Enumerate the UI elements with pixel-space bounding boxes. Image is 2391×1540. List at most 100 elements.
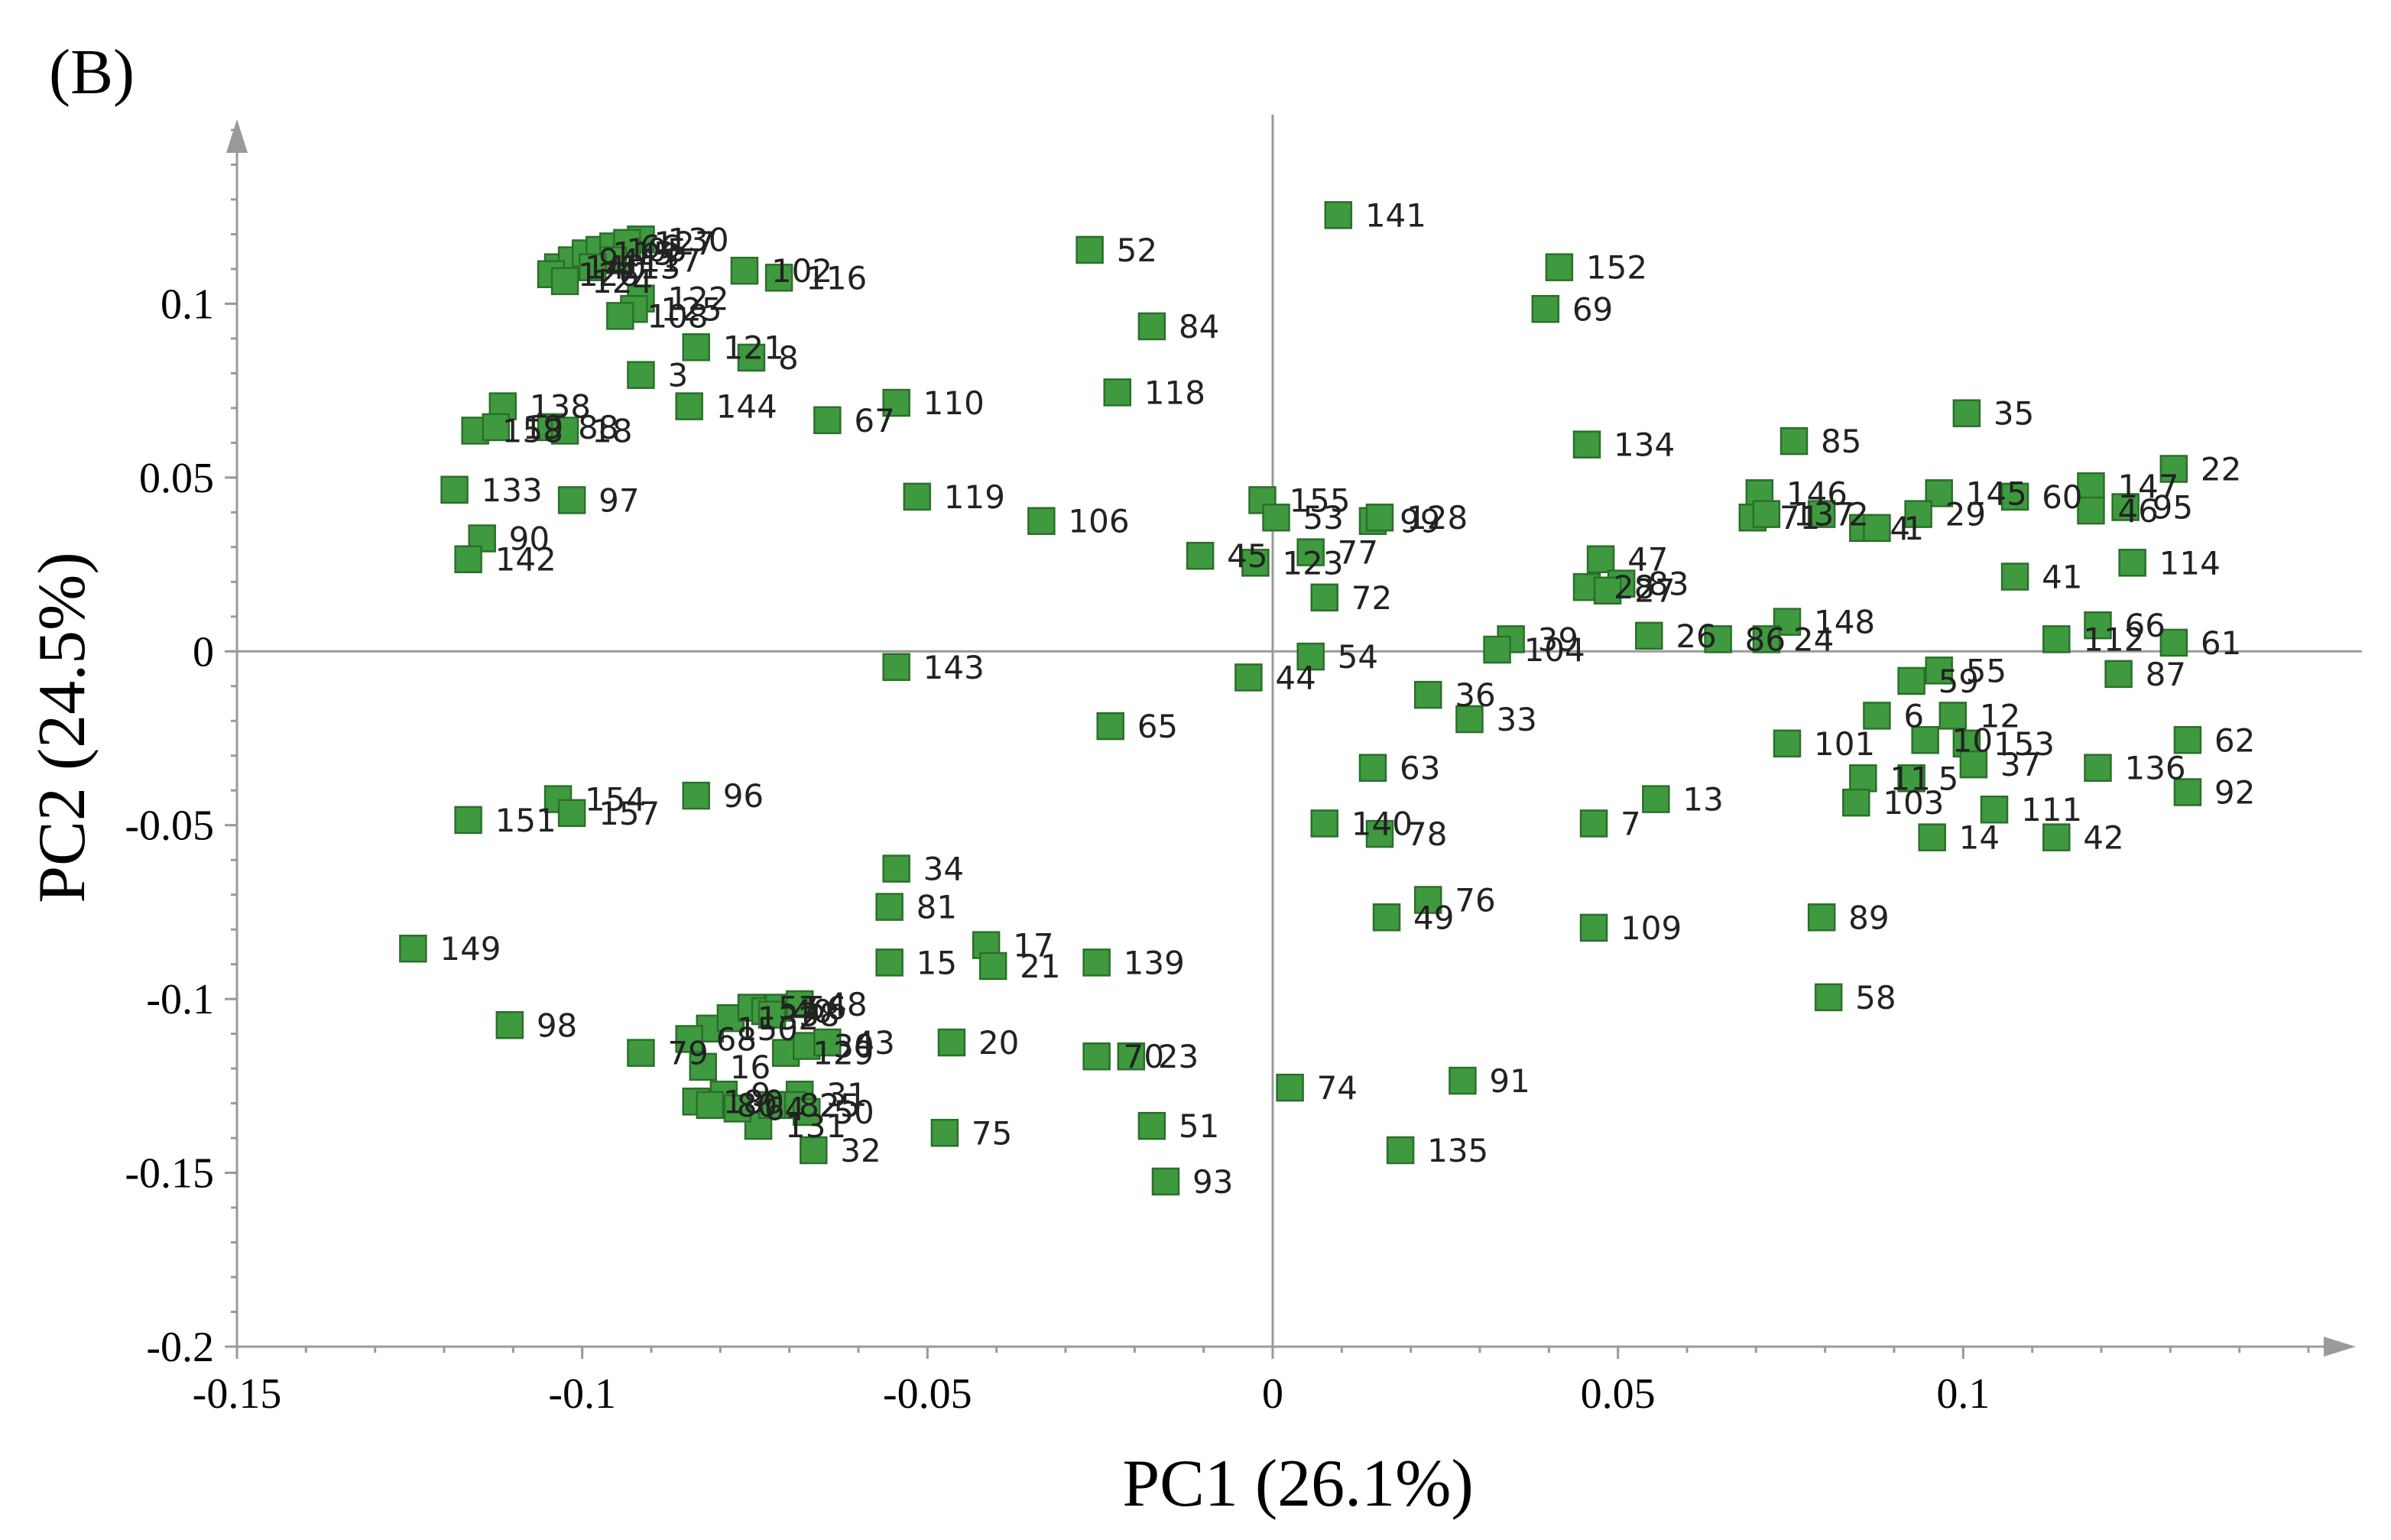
data-point-marker bbox=[2111, 493, 2140, 521]
data-point-label: 89 bbox=[1848, 899, 1889, 936]
data-point-label: 146 bbox=[1786, 475, 1848, 512]
data-point-label: 6 bbox=[1903, 697, 1924, 734]
data-point-label: 114 bbox=[2159, 544, 2221, 582]
data-point-label: 54 bbox=[1338, 638, 1378, 676]
data-point-marker bbox=[2173, 726, 2202, 754]
data-point-marker bbox=[723, 1094, 752, 1123]
data-point-marker bbox=[627, 1039, 655, 1067]
data-point-label: 90 bbox=[509, 520, 550, 557]
data-point-label: 26 bbox=[1676, 618, 1716, 655]
data-point-marker bbox=[2173, 778, 2202, 806]
data-point-marker bbox=[1365, 503, 1394, 532]
data-point-label: 44 bbox=[1275, 659, 1316, 696]
data-point-label: 22 bbox=[2201, 450, 2241, 488]
data-point-marker bbox=[1414, 886, 1442, 914]
data-point-marker bbox=[758, 1091, 787, 1120]
data-point-marker bbox=[1814, 983, 1843, 1012]
data-point-marker bbox=[1572, 430, 1601, 459]
data-point-marker bbox=[1365, 819, 1394, 848]
data-point-label: 115 bbox=[612, 235, 673, 272]
y-tick-label: -0.15 bbox=[125, 1150, 214, 1198]
data-point-label: 55 bbox=[1966, 652, 2007, 689]
data-point-label: 132 bbox=[758, 1000, 819, 1037]
data-point-marker bbox=[813, 1028, 842, 1057]
data-point-marker bbox=[1752, 625, 1781, 653]
data-point-label: 4 bbox=[1890, 510, 1910, 547]
data-point-label: 101 bbox=[1814, 725, 1875, 763]
data-point-label: 46 bbox=[2117, 492, 2158, 530]
data-point-marker bbox=[1642, 785, 1670, 813]
data-point-label: 113 bbox=[619, 249, 680, 287]
data-point-marker bbox=[1310, 583, 1338, 612]
data-point-label: 40 bbox=[792, 993, 832, 1030]
data-point-label: 41 bbox=[2042, 558, 2082, 595]
data-point-label: 126 bbox=[578, 256, 639, 293]
data-point-label: 119 bbox=[944, 478, 1005, 516]
data-point-marker bbox=[2159, 455, 2188, 483]
data-point-label: 37 bbox=[2000, 746, 2041, 783]
data-point-marker bbox=[730, 256, 759, 285]
data-point-label: 144 bbox=[716, 388, 777, 426]
data-point-label: 57 bbox=[778, 990, 819, 1027]
data-point-label: 72 bbox=[1351, 579, 1392, 617]
data-point-label: 18 bbox=[592, 412, 632, 449]
data-point-marker bbox=[2104, 660, 2133, 689]
data-point-marker bbox=[675, 1025, 703, 1053]
data-point-label: 13 bbox=[1682, 781, 1723, 819]
data-point-marker bbox=[1137, 312, 1166, 341]
data-point-marker bbox=[440, 475, 469, 504]
data-point-marker bbox=[550, 267, 579, 296]
data-point-label: 42 bbox=[2083, 819, 2123, 857]
data-point-label: 19 bbox=[523, 409, 563, 446]
data-point-marker bbox=[1324, 201, 1353, 229]
data-point-marker bbox=[1276, 1073, 1304, 1102]
data-point-label: 150 bbox=[737, 1010, 798, 1048]
data-point-label: 110 bbox=[923, 384, 985, 422]
data-point-marker bbox=[875, 948, 904, 977]
data-point-label: 35 bbox=[1994, 395, 2034, 433]
data-point-marker bbox=[2042, 823, 2071, 851]
data-point-label: 70 bbox=[1124, 1038, 1164, 1075]
data-point-label: 154 bbox=[585, 781, 646, 819]
data-point-label: 142 bbox=[495, 541, 556, 579]
data-point-marker bbox=[2077, 472, 2105, 501]
data-point-label: 83 bbox=[1648, 566, 1689, 603]
data-point-label: 51 bbox=[1179, 1107, 1219, 1145]
x-tick-label: -0.1 bbox=[548, 1370, 616, 1418]
x-tick-label: -0.05 bbox=[883, 1370, 972, 1418]
data-point-marker bbox=[2077, 496, 2105, 525]
data-point-marker bbox=[2118, 549, 2146, 577]
data-point-label: 103 bbox=[1883, 784, 1944, 822]
data-point-marker bbox=[1593, 576, 1622, 605]
data-point-marker bbox=[1082, 948, 1111, 977]
data-point-marker bbox=[1897, 666, 1925, 695]
data-point-label: 158 bbox=[502, 412, 563, 449]
data-point-label: 147 bbox=[2117, 468, 2179, 505]
data-point-marker bbox=[675, 392, 703, 420]
data-point-marker bbox=[978, 952, 1007, 981]
data-point-label: 143 bbox=[923, 649, 985, 686]
data-point-label: 111 bbox=[2021, 791, 2082, 828]
data-point-label: 98 bbox=[537, 1007, 577, 1044]
data-point-marker bbox=[1075, 235, 1104, 264]
data-point-label: 96 bbox=[723, 777, 764, 815]
data-point-label: 66 bbox=[2124, 607, 2165, 644]
data-point-label: 112 bbox=[2083, 621, 2144, 658]
data-point-marker bbox=[495, 1011, 524, 1039]
data-point-label: 45 bbox=[1227, 537, 1267, 575]
data-point-label: 69 bbox=[1572, 290, 1613, 328]
data-point-label: 16 bbox=[730, 1049, 771, 1086]
data-point-label: 5 bbox=[1938, 760, 1959, 797]
data-point-label: 48 bbox=[826, 986, 867, 1023]
data-point-marker bbox=[1296, 538, 1325, 566]
data-point-label: 82 bbox=[799, 1087, 839, 1124]
x-tick-label: 0.1 bbox=[1936, 1370, 1990, 1418]
data-point-label: 131 bbox=[785, 1107, 846, 1145]
data-point-label: 92 bbox=[2214, 774, 2255, 812]
data-point-label: 141 bbox=[1365, 196, 1426, 234]
data-point-label: 68 bbox=[716, 1020, 757, 1058]
data-point-label: 27 bbox=[1634, 572, 1675, 610]
data-point-label: 133 bbox=[482, 472, 543, 509]
data-point-marker bbox=[1358, 754, 1387, 782]
axis-ticks: -0.15 -0.1 -0.05 0 0.05 0.1-0.2-0.15-0.1-0.05… bbox=[125, 128, 2310, 1418]
